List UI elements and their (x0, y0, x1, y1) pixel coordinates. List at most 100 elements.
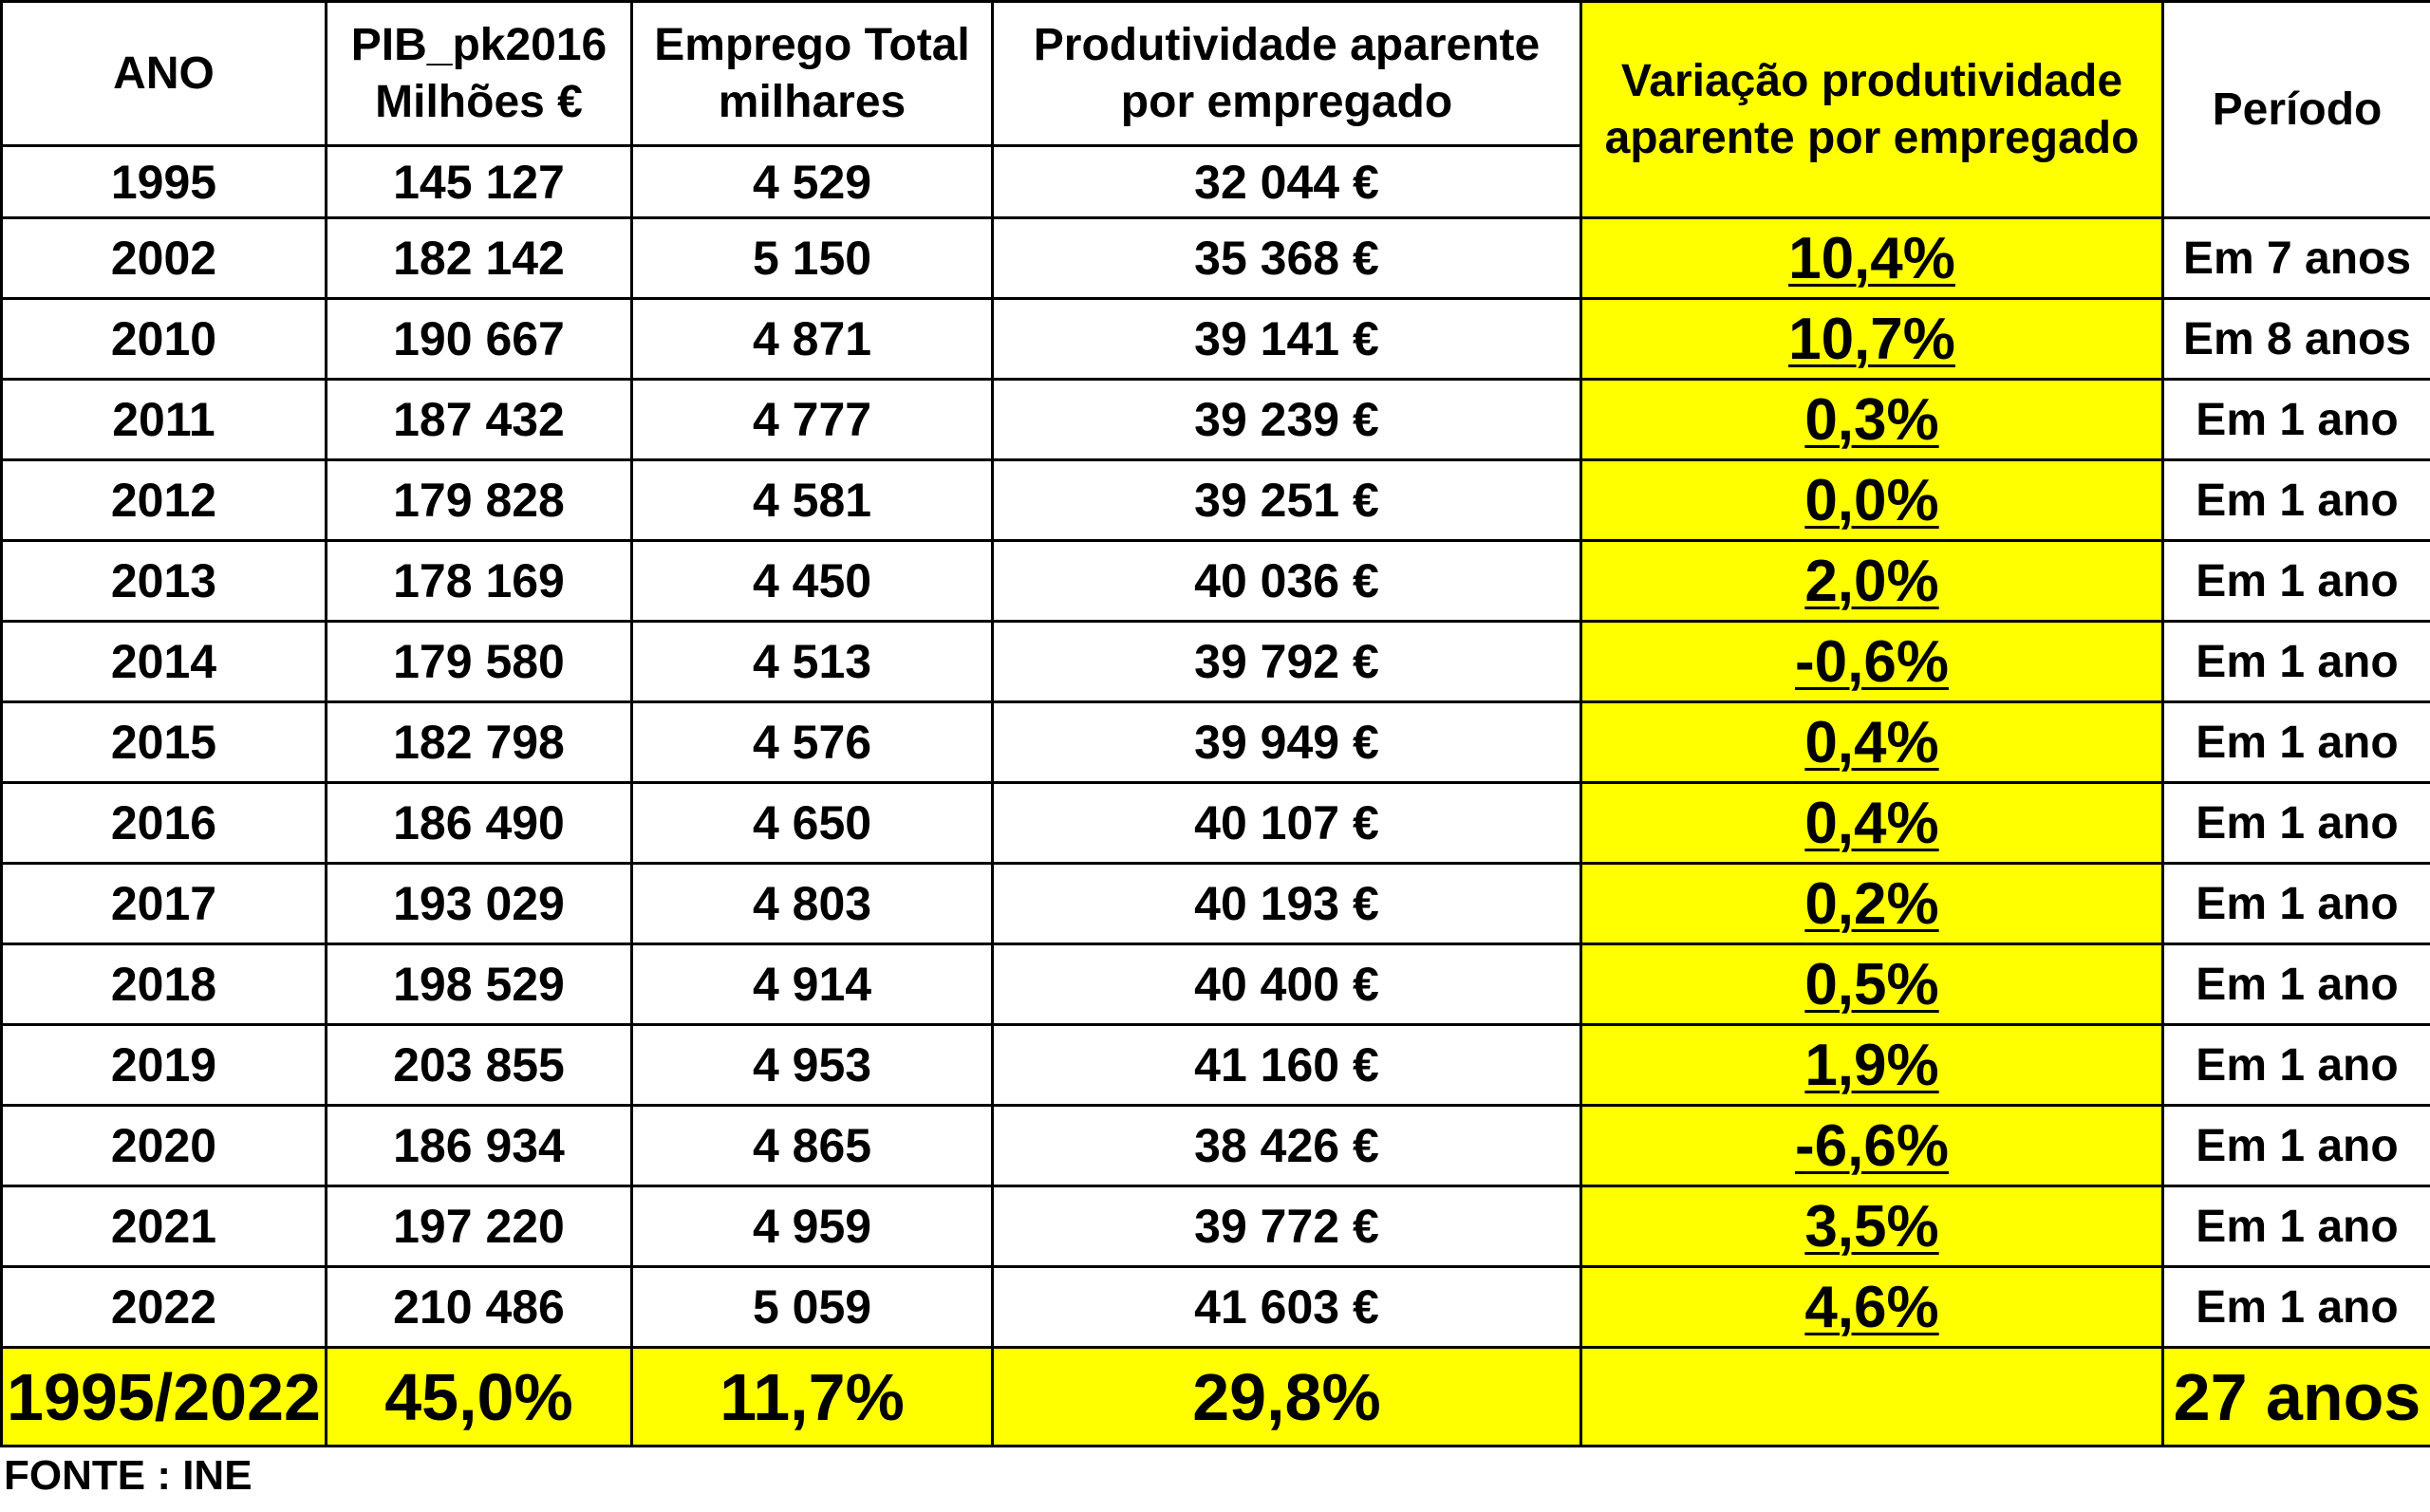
cell-emprego: 5 150 (630, 216, 994, 300)
cell-pib: 186 934 (325, 1104, 633, 1187)
cell-periodo: Em 1 ano (2161, 539, 2430, 623)
cell-periodo: Em 1 ano (2161, 1265, 2430, 1349)
table-row: 2012 179 828 4 581 39 251 €0,0% Em 1 ano (0, 458, 2430, 542)
header-emprego: Emprego Total milhares (630, 0, 994, 147)
cell-emprego: 4 803 (630, 862, 994, 945)
cell-pib: 198 529 (325, 943, 633, 1026)
cell-pib: 179 828 (325, 458, 633, 542)
cell-produtividade: 38 426 € (991, 1104, 1582, 1187)
cell-emprego: 4 581 (630, 458, 994, 542)
total-emprego: 11,7% (630, 1346, 994, 1447)
header-periodo: Período (2161, 0, 2430, 219)
cell-pib: 182 798 (325, 700, 633, 784)
cell-periodo: Em 1 ano (2161, 1185, 2430, 1268)
table-row: 2011 187 432 4 777 39 239 €0,3% Em 1 ano (0, 378, 2430, 461)
header-emprego-line2: milhares (718, 76, 907, 127)
cell-ano: 2019 (0, 1023, 327, 1107)
header-variacao: Variação produtividade aparente por empr… (1580, 0, 2164, 219)
cell-emprego: 4 576 (630, 700, 994, 784)
cell-periodo: Em 1 ano (2161, 700, 2430, 784)
cell-ano: 2021 (0, 1185, 327, 1268)
cell-produtividade: 39 251 € (991, 458, 1582, 542)
cell-periodo: Em 1 ano (2161, 458, 2430, 542)
cell-produtividade: 39 239 € (991, 378, 1582, 461)
cell-variacao: 10,7% (1580, 297, 2164, 381)
cell-periodo: Em 7 anos (2161, 216, 2430, 300)
table-row: 2018 198 529 4 914 40 400 €0,5% Em 1 ano (0, 943, 2430, 1026)
cell-periodo: Em 1 ano (2161, 1104, 2430, 1187)
cell-variacao: 0,4% (1580, 700, 2164, 784)
cell-periodo: Em 1 ano (2161, 943, 2430, 1026)
cell-ano: 2012 (0, 458, 327, 542)
cell-variacao: 1,9% (1580, 1023, 2164, 1107)
cell-pib: 186 490 (325, 781, 633, 865)
cell-emprego: 4 953 (630, 1023, 994, 1107)
cell-produtividade: 32 044 € (991, 144, 1582, 219)
cell-produtividade: 40 036 € (991, 539, 1582, 623)
table-row: 2010 190 667 4 871 39 141 €10,7% Em 8 anos (0, 297, 2430, 381)
header-var-line1: Variação produtividade (1620, 55, 2123, 106)
cell-emprego: 5 059 (630, 1265, 994, 1349)
cell-variacao: 0,0% (1580, 458, 2164, 542)
table-row: 2013 178 169 4 450 40 036 €2,0% Em 1 ano (0, 539, 2430, 623)
cell-periodo: Em 1 ano (2161, 781, 2430, 865)
cell-variacao: 10,4% (1580, 216, 2164, 300)
cell-emprego: 4 959 (630, 1185, 994, 1268)
cell-produtividade: 39 772 € (991, 1185, 1582, 1268)
cell-pib: 193 029 (325, 862, 633, 945)
cell-pib: 178 169 (325, 539, 633, 623)
cell-emprego: 4 650 (630, 781, 994, 865)
productivity-table: ANO PIB_pk2016 Milhões € Emprego Total m… (0, 0, 2430, 1447)
table-row-1995: 1995 145 127 4 529 32 044 € (0, 144, 2430, 219)
source-note: FONTE : INE (4, 1452, 252, 1499)
cell-variacao: -0,6% (1580, 620, 2164, 703)
cell-pib: 190 667 (325, 297, 633, 381)
cell-ano: 2014 (0, 620, 327, 703)
cell-produtividade: 35 368 € (991, 216, 1582, 300)
cell-ano: 2002 (0, 216, 327, 300)
total-periodo: 27 anos (2161, 1346, 2430, 1447)
cell-ano: 1995 (0, 144, 327, 219)
cell-produtividade: 39 792 € (991, 620, 1582, 703)
cell-periodo: Em 1 ano (2161, 1023, 2430, 1107)
header-pib: PIB_pk2016 Milhões € (325, 0, 633, 147)
total-pib: 45,0% (325, 1346, 633, 1447)
cell-variacao: 0,2% (1580, 862, 2164, 945)
cell-emprego: 4 513 (630, 620, 994, 703)
cell-variacao: 2,0% (1580, 539, 2164, 623)
cell-ano: 2013 (0, 539, 327, 623)
cell-produtividade: 41 160 € (991, 1023, 1582, 1107)
cell-pib: 187 432 (325, 378, 633, 461)
header-produtividade: Produtividade aparente por empregado (991, 0, 1582, 147)
header-row: ANO PIB_pk2016 Milhões € Emprego Total m… (0, 0, 2430, 219)
cell-periodo: Em 1 ano (2161, 378, 2430, 461)
table-row: 2002 182 142 5 150 35 368 €10,4% Em 7 anos (0, 216, 2430, 300)
table-row: 2020 186 934 4 865 38 426 € -6,6% Em 1 ano (0, 1104, 2430, 1187)
header-pib-line2: Milhões € (375, 76, 583, 127)
cell-pib: 197 220 (325, 1185, 633, 1268)
cell-ano: 2010 (0, 297, 327, 381)
table-row: 2022 210 486 5 059 41 603 €4,6% Em 1 ano (0, 1265, 2430, 1349)
cell-emprego: 4 777 (630, 378, 994, 461)
cell-emprego: 4 914 (630, 943, 994, 1026)
table-row: 2021 197 220 4 959 39 772 €3,5% Em 1 ano (0, 1185, 2430, 1268)
table-row: 2017 193 029 4 803 40 193 €0,2% Em 1 ano (0, 862, 2430, 945)
cell-pib: 145 127 (325, 144, 633, 219)
table-row: 2019 203 855 4 953 41 160 €1,9% Em 1 ano (0, 1023, 2430, 1107)
header-prod-line1: Produtividade aparente (1033, 19, 1541, 70)
cell-produtividade: 39 949 € (991, 700, 1582, 784)
header-prod-line2: por empregado (1120, 76, 1453, 127)
cell-ano: 2011 (0, 378, 327, 461)
table-row: 2014 179 580 4 513 39 792 € -0,6% Em 1 ano (0, 620, 2430, 703)
cell-variacao: 0,3% (1580, 378, 2164, 461)
table-row: 2016 186 490 4 650 40 107 €0,4% Em 1 ano (0, 781, 2430, 865)
total-ano: 1995/2022 (0, 1346, 327, 1447)
header-emprego-line1: Emprego Total (654, 19, 970, 70)
cell-emprego: 4 529 (630, 144, 994, 219)
cell-variacao: 0,4% (1580, 781, 2164, 865)
cell-pib: 179 580 (325, 620, 633, 703)
cell-ano: 2016 (0, 781, 327, 865)
cell-produtividade: 41 603 € (991, 1265, 1582, 1349)
cell-periodo: Em 1 ano (2161, 620, 2430, 703)
